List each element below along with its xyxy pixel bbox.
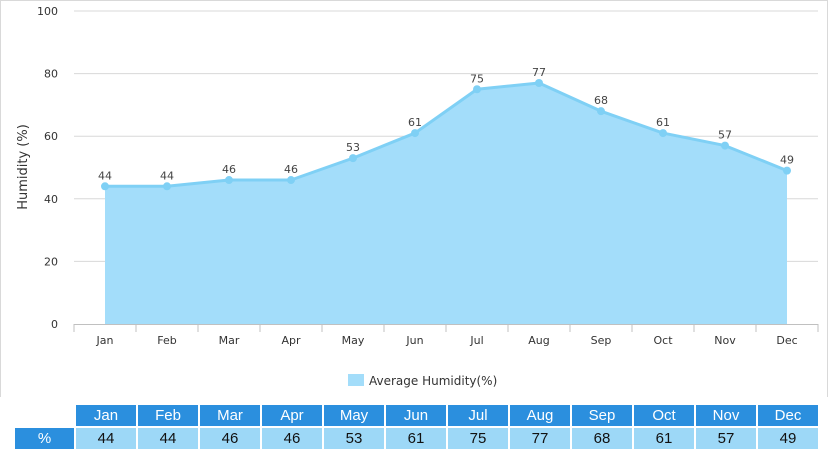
- table-month-header: Aug: [510, 405, 570, 426]
- y-tick-label: 20: [44, 255, 58, 268]
- y-tick-label: 40: [44, 193, 58, 206]
- x-tick-label: Mar: [219, 334, 240, 347]
- data-label: 75: [470, 72, 484, 85]
- table-value-cell: 68: [572, 428, 632, 449]
- data-point[interactable]: [721, 141, 729, 150]
- y-tick-label: 0: [51, 318, 58, 331]
- humidity-chart: 0 20 40 60 80 100 Jan Feb Mar Apr May Jun Jul Aug Sep…: [16, 5, 819, 388]
- table-month-header: Feb: [138, 405, 198, 426]
- series-average-humidity: [101, 78, 791, 325]
- chart-frame: [0, 0, 828, 397]
- table-month-header: Nov: [696, 405, 756, 426]
- x-tick-label: May: [342, 334, 365, 347]
- data-label: 49: [780, 154, 794, 167]
- table-value-cell: 77: [510, 428, 570, 449]
- x-tick-label: Aug: [528, 334, 549, 347]
- table-month-header: Jan: [76, 405, 136, 426]
- legend-label: Average Humidity(%): [369, 374, 497, 388]
- table-value-cell: 53: [324, 428, 384, 449]
- data-point[interactable]: [659, 129, 667, 138]
- data-label: 61: [656, 116, 670, 129]
- monthly-humidity-table: Jan Feb Mar Apr May Jun Jul Aug Sep Oct Nov Dec % 4…: [13, 403, 820, 451]
- table-value-cell: 44: [138, 428, 198, 449]
- data-point[interactable]: [163, 182, 171, 191]
- table-row-header: %: [15, 428, 74, 449]
- x-tick-label: Dec: [776, 334, 797, 347]
- data-label: 57: [718, 129, 732, 142]
- data-label: 61: [408, 116, 422, 129]
- table-value-cell: 61: [386, 428, 446, 449]
- data-label: 44: [160, 169, 174, 182]
- table-month-header: Sep: [572, 405, 632, 426]
- series-line: [105, 81, 788, 188]
- table-value-cell: 49: [758, 428, 818, 449]
- data-label: 44: [98, 169, 112, 182]
- y-tick-label: 80: [44, 68, 58, 81]
- y-tick-label: 60: [44, 130, 58, 143]
- y-axis-title: Humidity (%): [16, 124, 31, 210]
- x-tick-label: Oct: [653, 334, 673, 347]
- table-month-header: Jun: [386, 405, 446, 426]
- table-value-cell: 75: [448, 428, 508, 449]
- data-label: 46: [222, 163, 236, 176]
- table-month-header: Mar: [200, 405, 260, 426]
- table-month-header: Apr: [262, 405, 322, 426]
- data-label: 68: [594, 94, 608, 107]
- table-month-header: May: [324, 405, 384, 426]
- table-header-row: Jan Feb Mar Apr May Jun Jul Aug Sep Oct Nov Dec: [15, 405, 818, 426]
- y-tick-label: 100: [37, 5, 58, 18]
- table-month-header: Jul: [448, 405, 508, 426]
- table-value-cell: 61: [634, 428, 694, 449]
- table-value-cell: 46: [262, 428, 322, 449]
- table-corner: [15, 405, 74, 426]
- data-point[interactable]: [225, 176, 233, 185]
- data-point[interactable]: [783, 166, 791, 175]
- legend[interactable]: Average Humidity(%): [348, 374, 497, 388]
- data-point[interactable]: [473, 85, 481, 94]
- x-tick-label: Jun: [405, 334, 423, 347]
- table-value-cell: 44: [76, 428, 136, 449]
- table-values-row: % 44 44 46 46 53 61 75 77 68 61 57 49: [15, 428, 818, 449]
- x-axis: Jan Feb Mar Apr May Jun Jul Aug Sep Oct Nov Dec: [73, 324, 819, 347]
- x-tick-label: Jan: [96, 334, 114, 347]
- table-value-cell: 57: [696, 428, 756, 449]
- table-value-cell: 46: [200, 428, 260, 449]
- x-tick-label: Nov: [714, 334, 736, 347]
- x-tick-label: Sep: [591, 334, 612, 347]
- data-point[interactable]: [287, 176, 295, 185]
- legend-swatch: [348, 374, 364, 386]
- data-point[interactable]: [411, 129, 419, 138]
- data-point[interactable]: [535, 78, 543, 87]
- data-label: 77: [532, 66, 546, 79]
- table-month-header: Oct: [634, 405, 694, 426]
- data-point[interactable]: [101, 182, 109, 191]
- y-axis-ticks: 0 20 40 60 80 100: [37, 5, 58, 331]
- data-point[interactable]: [597, 107, 605, 116]
- data-label: 53: [346, 141, 360, 154]
- x-tick-label: Feb: [157, 334, 176, 347]
- x-tick-label: Apr: [281, 334, 301, 347]
- data-labels: 44 44 46 46 53 61 75 77 68 61 57 49: [98, 66, 794, 182]
- data-label: 46: [284, 163, 298, 176]
- table-month-header: Dec: [758, 405, 818, 426]
- x-tick-label: Jul: [469, 334, 483, 347]
- data-point[interactable]: [349, 154, 357, 163]
- area-fill: [105, 82, 787, 325]
